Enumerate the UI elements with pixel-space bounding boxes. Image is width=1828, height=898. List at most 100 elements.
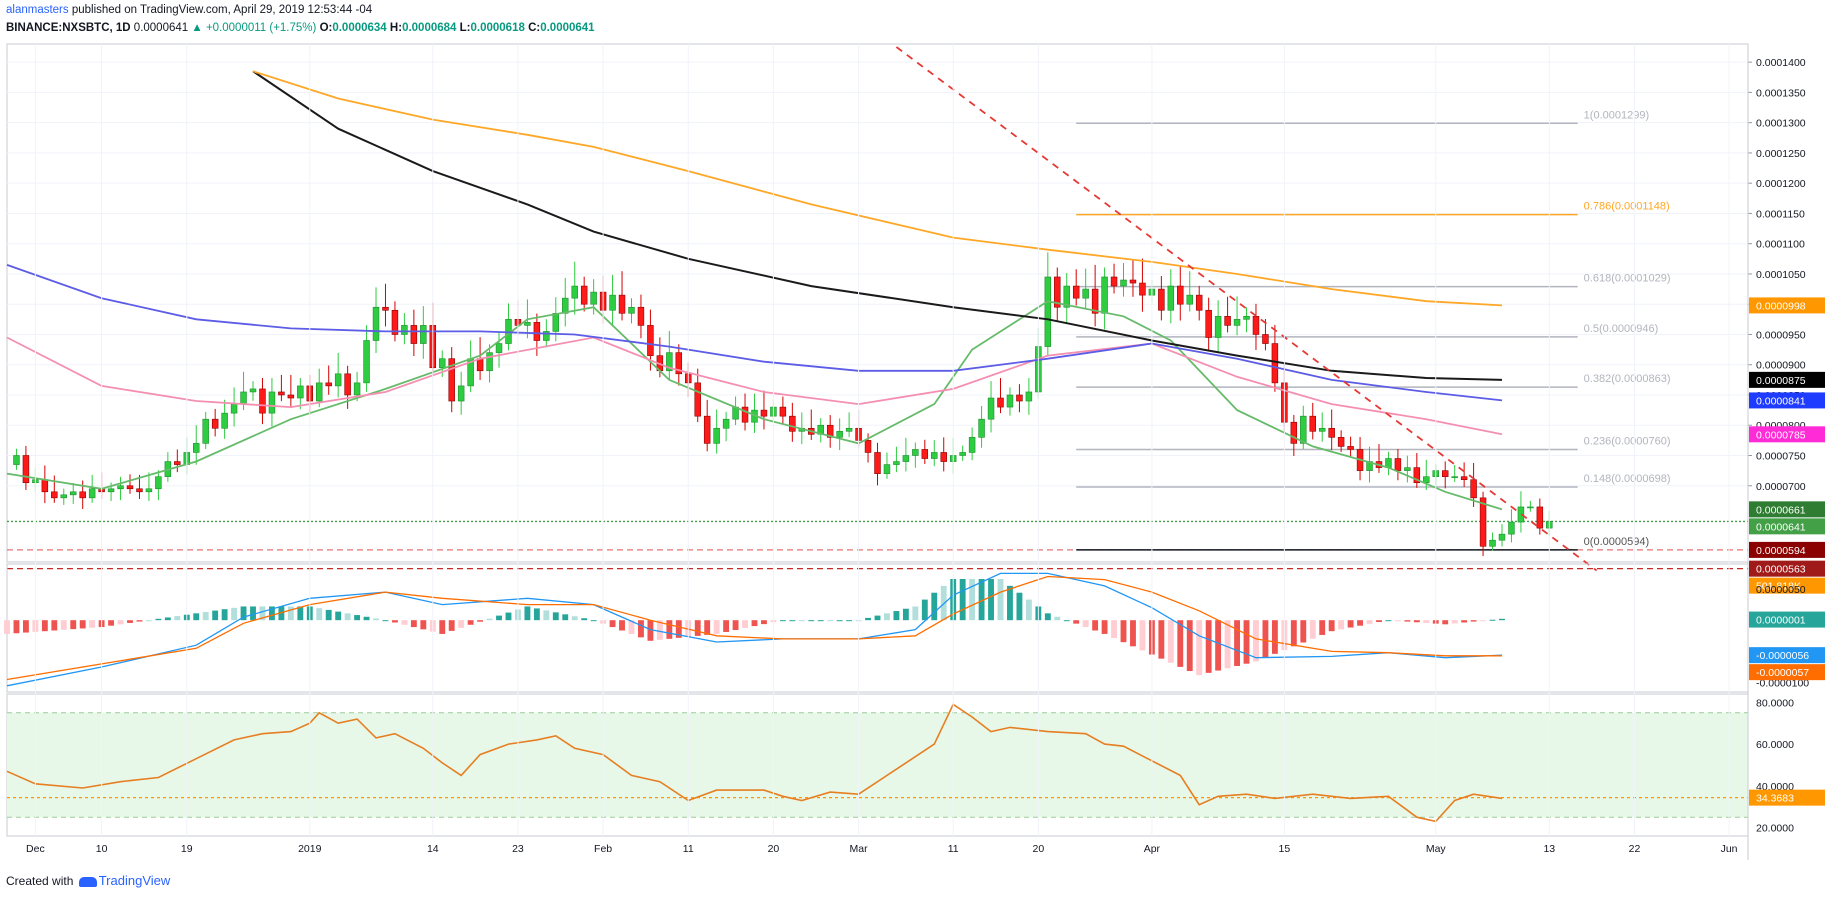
macd-histogram-bar — [467, 620, 474, 625]
time-tick-label: 19 — [181, 843, 193, 855]
time-tick-label: 15 — [1279, 843, 1291, 855]
candle — [722, 418, 730, 429]
macd-histogram-bar — [448, 620, 455, 631]
macd-histogram-bar — [373, 618, 379, 621]
macd-histogram-bar — [335, 611, 342, 621]
macd-histogram-bar — [354, 615, 361, 621]
fib-level-label: 0.5(0.0000946) — [1584, 323, 1659, 335]
macd-histogram-bar — [1063, 620, 1070, 622]
time-tick-label: Mar — [850, 843, 869, 855]
macd-histogram-bar — [1309, 620, 1316, 639]
rsi-tick-label: 80.0000 — [1756, 697, 1794, 709]
candle — [221, 412, 228, 429]
macd-histogram-bar — [127, 620, 133, 623]
macd-histogram-bar — [931, 592, 938, 621]
macd-histogram-bar — [1328, 620, 1335, 632]
time-tick-label: 22 — [1629, 843, 1641, 855]
macd-histogram-bar — [439, 620, 446, 634]
macd-histogram-bar — [1073, 620, 1080, 624]
candle — [126, 485, 134, 490]
macd-histogram-bar — [656, 620, 663, 640]
macd-histogram-bar — [382, 620, 389, 622]
candle — [524, 322, 531, 326]
symbol-name[interactable]: BINANCE:NXSBTC, 1D — [6, 22, 131, 34]
symbol-legend: BINANCE:NXSBTC, 1D 0.0000641 ▲ +0.000001… — [6, 22, 595, 34]
candle — [1413, 467, 1421, 484]
macd-histogram-bar — [1196, 620, 1203, 676]
price-tag — [1749, 560, 1825, 577]
macd-histogram-bar — [638, 620, 644, 638]
macd-tick-label: 0.0000050 — [1756, 584, 1806, 596]
candle — [155, 476, 162, 490]
candle — [13, 455, 20, 465]
macd-histogram-bar — [959, 578, 966, 621]
macd-pane[interactable]: 0.00000500.0000000-0.00001000.0000001-0.… — [4, 563, 1825, 693]
candle — [439, 358, 446, 369]
candle — [249, 388, 257, 393]
macd-histogram-bar — [817, 620, 824, 622]
macd-histogram-bar — [1394, 620, 1401, 622]
macd-histogram-bar — [269, 606, 275, 621]
macd-histogram-bar — [1101, 620, 1108, 634]
macd-histogram-bar — [401, 620, 408, 625]
candle — [533, 322, 541, 341]
macd-histogram-bar — [704, 620, 711, 635]
macd-histogram-bar — [145, 620, 152, 622]
low-label: L: — [459, 22, 471, 34]
macd-histogram-bar — [590, 620, 597, 622]
macd-histogram-bar — [1253, 620, 1259, 662]
author-link[interactable]: alanmasters — [6, 4, 69, 16]
macd-histogram-bar — [581, 618, 588, 621]
close-label: C: — [528, 22, 541, 34]
candle — [1167, 285, 1175, 311]
macd-histogram-bar — [884, 613, 890, 621]
macd-histogram-bar — [647, 620, 654, 641]
candle — [1177, 285, 1184, 305]
macd-histogram-bar — [609, 620, 616, 628]
candle — [703, 415, 711, 444]
candle — [883, 464, 891, 474]
macd-histogram-bar — [278, 606, 285, 621]
candle — [921, 449, 929, 459]
fib-level-label: 0.236(0.0000760) — [1584, 435, 1671, 447]
candle — [476, 358, 484, 372]
macd-histogram-bar — [117, 620, 124, 625]
macd-histogram-bar — [836, 620, 843, 622]
time-axis[interactable]: Dec 10 19 2019 14 23 Feb 11 20 Mar 11 20 Apr 15 May 13 2… — [26, 44, 1749, 860]
macd-histogram-bar — [477, 620, 484, 622]
price-change: ▲ +0.0000011 (+1.75%) — [191, 22, 317, 34]
candle — [278, 391, 285, 396]
candle — [136, 488, 143, 493]
macd-histogram-bar — [1092, 620, 1099, 631]
open-label: O: — [319, 22, 333, 34]
price-pane[interactable]: 0.0001400 0.0001350 0.0001300 0.0001250 0.00… — [6, 43, 1825, 594]
candle — [1470, 479, 1477, 499]
macd-histogram-bar — [1139, 620, 1146, 651]
candle — [1195, 294, 1203, 311]
candle — [1006, 394, 1014, 408]
macd-histogram-bar — [344, 613, 351, 621]
candle — [1498, 533, 1506, 541]
candle — [391, 309, 399, 335]
candle — [1224, 316, 1231, 326]
candle — [1110, 276, 1118, 287]
candle — [562, 297, 569, 314]
macd-histogram-bar — [1404, 620, 1411, 622]
price-tag — [1749, 371, 1825, 388]
time-tick-label: 20 — [1033, 843, 1045, 855]
macd-histogram-bar — [997, 578, 1004, 621]
candle — [1252, 316, 1260, 335]
candle — [382, 306, 389, 311]
macd-histogram-bar — [505, 612, 512, 621]
macd-histogram-bar — [1120, 620, 1127, 643]
macd-histogram-bar — [410, 620, 417, 628]
tradingview-brand[interactable]: TradingView — [98, 873, 171, 888]
price-tag — [1749, 647, 1825, 664]
macd-histogram-bar — [1167, 620, 1174, 663]
candle — [448, 358, 455, 402]
candle — [297, 385, 304, 399]
price-tick-label: 0.0001050 — [1756, 269, 1806, 281]
candle — [1441, 470, 1449, 477]
